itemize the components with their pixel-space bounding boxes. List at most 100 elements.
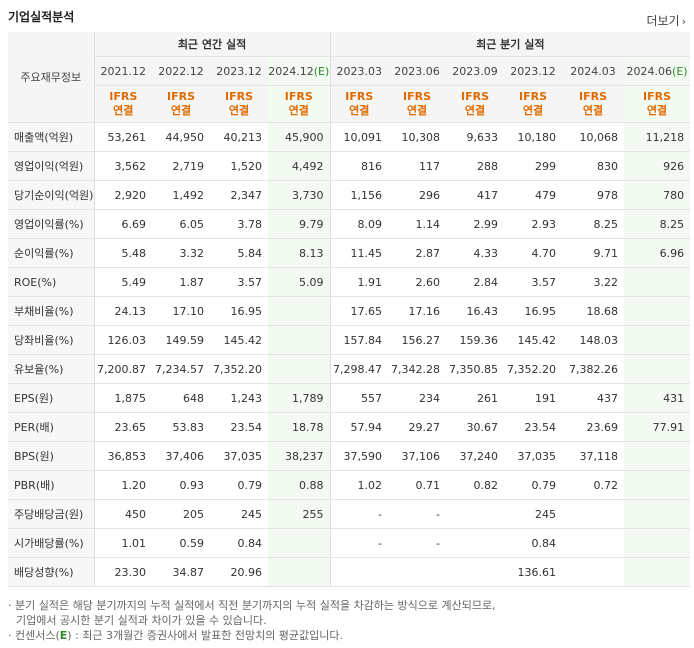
table-cell: 1,789 (268, 383, 331, 413)
table-cell: 3.78 (210, 209, 268, 239)
ifrs-header: IFRS 연결 (94, 85, 152, 123)
consolidated-label: 연결 (288, 104, 309, 117)
table-cell (624, 325, 691, 355)
consolidated-label: 연결 (464, 104, 486, 117)
table-cell: 16.95 (504, 296, 563, 326)
row-label: 순이익률(%) (8, 238, 95, 268)
row-label: 배당성향(%) (8, 557, 95, 587)
table-cell: 157.84 (330, 325, 389, 355)
table-cell: 816 (330, 151, 389, 181)
footnote-3-suffix: ) : 최근 3개월간 증권사에서 발표한 전망치의 평균값입니다. (67, 629, 344, 642)
table-row: 순이익률(%) 5.48 3.32 5.84 8.13 11.45 2.87 4.33 4.70… (8, 238, 691, 268)
period-header: 2024.06(E) (624, 56, 691, 86)
table-cell: 5.49 (94, 267, 152, 297)
table-cell: 2,719 (152, 151, 210, 181)
ifrs-label: IFRS (284, 90, 313, 103)
period-label: 2023.06 (394, 64, 440, 78)
table-cell (388, 557, 447, 587)
table-cell: 3.57 (210, 267, 268, 297)
period-label: 2024.12 (268, 64, 314, 78)
table-cell: 1,243 (210, 383, 268, 413)
consolidated-label: 연결 (646, 104, 668, 117)
table-cell: 37,118 (562, 441, 625, 471)
financial-table: 주요재무정보 최근 연간 실적 최근 분기 실적 2021.12 2022.12 2… (8, 32, 691, 587)
section-title: 기업실적분석 (8, 10, 75, 24)
table-cell: 53,261 (94, 122, 152, 152)
row-label: BPS(원) (8, 441, 95, 471)
table-cell: 7,352.20 (210, 354, 268, 384)
ifrs-header: IFRS 연결 (446, 85, 505, 123)
ifrs-header: IFRS 연결 (330, 85, 389, 123)
table-cell (330, 557, 389, 587)
period-header: 2023.09 (446, 56, 505, 86)
table-cell: 557 (330, 383, 389, 413)
table-cell (268, 354, 331, 384)
row-label: ROE(%) (8, 267, 95, 297)
section-header: 기업실적분석 더보기 › (0, 0, 694, 32)
table-cell (624, 296, 691, 326)
table-cell: 126.03 (94, 325, 152, 355)
table-cell (624, 528, 691, 558)
table-cell: 9.79 (268, 209, 331, 239)
table-row: 시가배당률(%) 1.01 0.59 0.84- -0.84 (8, 528, 691, 558)
table-cell: 77.91 (624, 412, 691, 442)
period-label: 2023.12 (216, 64, 262, 78)
table-cell: 148.03 (562, 325, 625, 355)
table-cell (624, 441, 691, 471)
table-cell (624, 499, 691, 529)
table-cell: 1.91 (330, 267, 389, 297)
table-cell: 20.96 (210, 557, 268, 587)
table-cell: 0.59 (152, 528, 210, 558)
period-header: 2024.12(E) (268, 56, 331, 86)
table-cell: 159.36 (446, 325, 505, 355)
table-cell: 44,950 (152, 122, 210, 152)
table-row: BPS(원) 36,853 37,406 37,035 38,237 37,590 37,1… (8, 441, 691, 471)
consolidated-label: 연결 (349, 104, 370, 117)
table-cell: 18.68 (562, 296, 625, 326)
table-cell: 0.93 (152, 470, 210, 500)
table-cell: 299 (504, 151, 563, 181)
table-cell: 648 (152, 383, 210, 413)
table-cell: 7,382.26 (562, 354, 625, 384)
footnote-3: · 컨센서스(E) : 최근 3개월간 증권사에서 발표한 전망치의 평균값입니… (8, 629, 344, 642)
table-cell: 3.22 (562, 267, 625, 297)
ifrs-label: IFRS (167, 90, 195, 103)
table-cell: 0.82 (446, 470, 505, 500)
table-cell (624, 557, 691, 587)
table-cell: 8.13 (268, 238, 331, 268)
table-cell: 3.32 (152, 238, 210, 268)
row-label: PBR(배) (8, 470, 95, 500)
table-cell: 117 (388, 151, 447, 181)
table-cell: 1,156 (330, 180, 389, 210)
table-cell: 37,035 (504, 441, 563, 471)
table-cell: 0.88 (268, 470, 331, 500)
table-row: 부채비율(%) 24.13 17.10 16.95 17.65 17.16 16.43 16.… (8, 296, 691, 326)
table-cell: 11.45 (330, 238, 389, 268)
table-cell: 0.79 (210, 470, 268, 500)
chevron-right-icon: › (681, 15, 686, 28)
table-cell: 2,347 (210, 180, 268, 210)
table-cell: 23.69 (562, 412, 625, 442)
footnotes: · 분기 실적은 해당 분기까지의 누적 실적에서 직전 분기까지의 누적 실적… (8, 598, 496, 643)
table-cell: 5.09 (268, 267, 331, 297)
table-cell: 288 (446, 151, 505, 181)
table-cell: 34.87 (152, 557, 210, 587)
table-cell: 4.70 (504, 238, 563, 268)
estimate-marker: (E) (672, 64, 688, 78)
table-cell: 37,240 (446, 441, 505, 471)
table-cell: 45,900 (268, 122, 331, 152)
table-cell: 0.84 (210, 528, 268, 558)
ifrs-header: IFRS 연결 (268, 85, 331, 123)
table-cell: 5.48 (94, 238, 152, 268)
table-cell: 450 (94, 499, 152, 529)
table-cell: 29.27 (388, 412, 447, 442)
row-label: 영업이익(억원) (8, 151, 95, 181)
table-row: EPS(원) 1,875 648 1,243 1,789 557 234 261 191 437 4… (8, 383, 691, 413)
table-cell: 24.13 (94, 296, 152, 326)
table-cell: 23.65 (94, 412, 152, 442)
table-cell (268, 528, 331, 558)
row-label: 시가배당률(%) (8, 528, 95, 558)
table-cell: 978 (562, 180, 625, 210)
more-link[interactable]: 더보기 › (646, 12, 686, 29)
table-cell: 437 (562, 383, 625, 413)
